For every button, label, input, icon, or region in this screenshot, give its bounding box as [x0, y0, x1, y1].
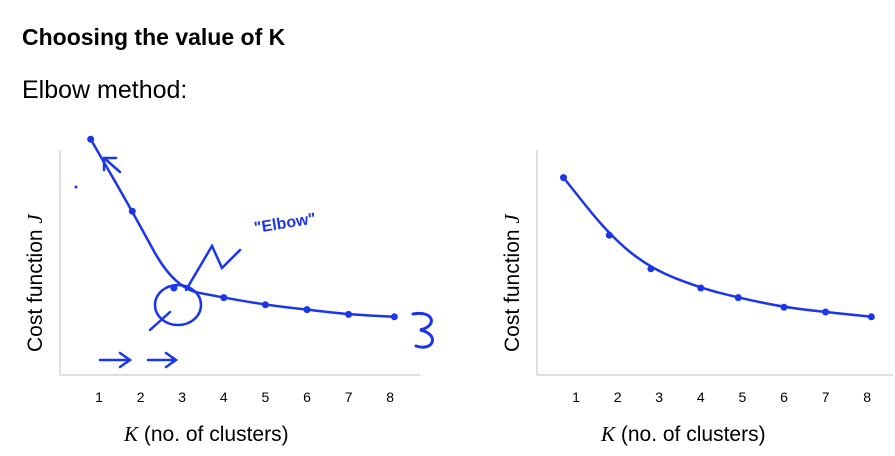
chart-right: Cost function J K (no. of clusters) 1 2 3 4…: [500, 150, 893, 446]
data-point: [734, 294, 742, 302]
elbow-circle: [153, 283, 203, 327]
x-tick-label: 5: [262, 389, 270, 405]
data-point: [605, 231, 613, 239]
x-axis-label-right: K (no. of clusters): [600, 422, 766, 446]
x-tick-label: 7: [822, 389, 830, 405]
x-tick-label: 4: [220, 389, 228, 405]
data-point: [697, 284, 705, 292]
x-tick-label: 2: [137, 389, 145, 405]
data-point: [87, 135, 95, 143]
x-tick-label: 8: [863, 389, 871, 405]
x-tick-labels-left: 1 2 3 4 5 6 7 8: [95, 389, 394, 405]
x-tick-label: 2: [614, 389, 622, 405]
data-point: [261, 301, 269, 309]
data-point: [867, 313, 875, 321]
series-left: [87, 135, 398, 321]
y-axis-label-right: Cost function J: [500, 213, 524, 352]
series-line: [89, 137, 396, 319]
data-point: [822, 308, 830, 316]
data-point: [128, 207, 136, 215]
data-point: [303, 306, 311, 314]
ink-annotations-left: "Elbow": [74, 156, 434, 369]
x-tick-label: 4: [697, 389, 705, 405]
data-point: [780, 303, 788, 311]
data-point: [647, 265, 655, 273]
x-tick-label: 1: [572, 389, 580, 405]
elbow-pointer-scribble: [148, 243, 242, 332]
elbow-annotation: "Elbow": [253, 210, 317, 237]
data-point: [220, 294, 228, 302]
ink-curly-brace-icon: [411, 311, 434, 349]
x-tick-label: 6: [780, 389, 788, 405]
series-line: [562, 176, 873, 319]
x-tick-label: 3: [178, 389, 186, 405]
series-right: [560, 174, 875, 321]
x-tick-label: 5: [739, 389, 747, 405]
ink-dot: [74, 185, 78, 189]
slide-subtitle: Elbow method:: [22, 76, 188, 104]
data-point: [390, 313, 398, 321]
ink-right-arrows-icon: [98, 351, 179, 369]
ink-arrow-icon: [102, 156, 122, 174]
x-axis-label-left: K (no. of clusters): [123, 422, 289, 446]
y-axis-label-left: Cost function J: [23, 213, 47, 352]
data-point: [345, 310, 353, 318]
x-tick-labels-right: 1 2 3 4 5 6 7 8: [572, 389, 871, 405]
data-point: [560, 174, 568, 182]
x-tick-label: 7: [345, 389, 353, 405]
x-tick-label: 3: [655, 389, 663, 405]
x-tick-label: 8: [386, 389, 394, 405]
x-tick-label: 6: [303, 389, 311, 405]
chart-left: Cost function J K (no. of clusters) 1 2 3 4…: [23, 135, 434, 446]
slide-title: Choosing the value of K: [22, 24, 286, 50]
x-tick-label: 1: [95, 389, 103, 405]
